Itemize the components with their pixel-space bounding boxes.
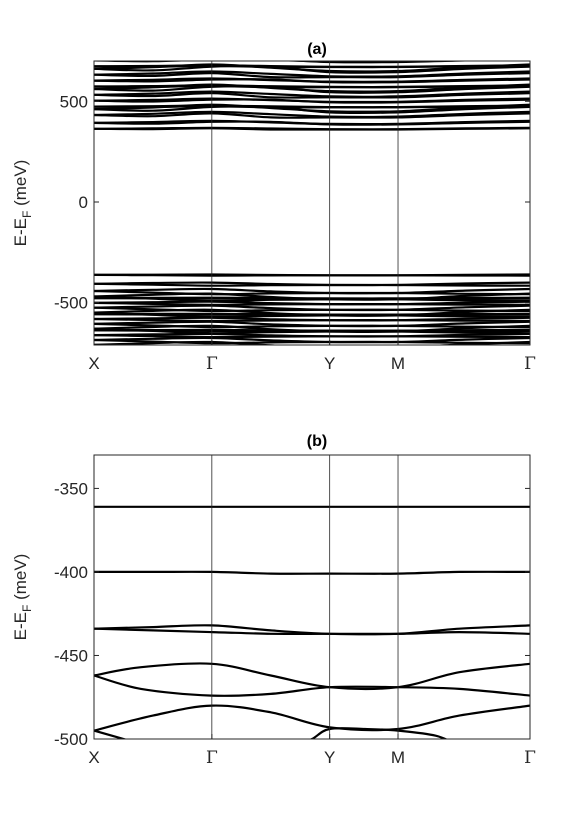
panel-a-band-47 [94,317,530,323]
panel-a-y-ticks: -500 0 500 [54,92,530,313]
panel-a-band-55 [94,334,530,339]
panel-a-band-5 [94,110,530,119]
panel-b-xtick-label-3: M [391,748,405,767]
panel-a-band-53 [94,329,530,333]
panel-a-band-29 [94,273,530,277]
panel-b-title: (b) [307,433,327,450]
panel-a-band-3 [94,119,530,126]
panel-b-band-6 [94,704,530,732]
panel-a-band-11 [94,97,530,104]
panel-b-band-8 [309,727,449,739]
panel-b-xtick-label-4: Γ [524,748,536,768]
panel-b-ytick-label-0: -500 [54,730,88,749]
panel-a-band-20 [94,71,530,79]
panel-a-xtick-label-2: Y [324,354,335,373]
panel-a-xtick-label-1: Γ [206,354,218,374]
panel-a-band-9 [94,104,530,109]
panel-b-ytick-label-2: -400 [54,563,88,582]
panel-b-y-ticks: -500 -450 -400 -350 [54,479,530,749]
panel-a-ytick-label-0: -500 [54,294,88,313]
panel-b-axes-box [93,454,531,740]
panel-a-ylabel: E-EF (meV) [11,160,34,247]
panel-a-band-58 [94,340,530,345]
panel-a-band-17 [94,84,530,89]
panel-b-band-3 [94,627,530,635]
panel-a-xtick-label-0: X [88,354,99,373]
panel-a: (a) -500 0 500 X Γ Y M Γ E-EF (meV) [11,41,536,374]
panel-b-bands [94,505,530,739]
panel-a-band-25 [94,64,530,68]
panel-a-xtick-label-4: Γ [524,354,536,374]
panel-b-kpoint-lines [211,455,399,739]
panel-b-band-4 [94,662,530,690]
panel-a-band-13 [94,90,530,98]
panel-a-kpoint-lines [211,61,399,345]
panel-a-band-33 [94,289,530,296]
panel-a-band-31 [94,282,530,287]
panel-a-band-1 [94,126,530,131]
panel-a-band-45 [94,313,530,316]
panel-a-title: (a) [307,41,327,58]
panel-b: (b) -500 -450 -400 -350 X Γ Y M Γ E-EF (meV) [11,433,536,768]
panel-a-ytick-label-2: 500 [60,92,88,111]
panel-a-bands [94,61,530,345]
panel-b-band-7 [94,729,128,739]
panel-b-ytick-label-1: -450 [54,646,88,665]
panel-a-band-37 [94,297,530,300]
panel-a-band-19 [94,77,530,83]
panel-a-band-39 [94,301,530,306]
panel-b-band-1 [94,570,530,575]
panel-b-xtick-label-2: Y [324,748,335,767]
panel-b-ytick-label-3: -350 [54,479,88,498]
panel-a-band-4 [94,112,530,119]
panel-a-ytick-label-1: 0 [79,193,88,212]
panel-b-ylabel: E-EF (meV) [11,554,34,641]
panel-b-xtick-label-1: Γ [206,748,218,768]
panel-a-band-12 [94,92,530,99]
panel-b-band-5 [94,674,530,697]
panel-a-xtick-label-3: M [391,354,405,373]
panel-a-axes-box [93,60,531,346]
panel-b-xtick-label-0: X [88,748,99,767]
panel-a-band-21 [94,70,530,78]
